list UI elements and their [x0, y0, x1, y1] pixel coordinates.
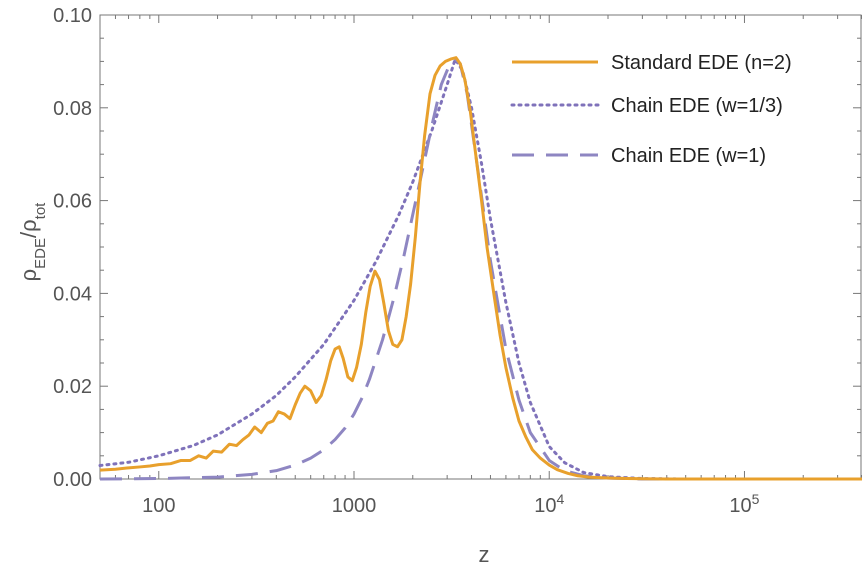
y-axis-title-denominator: ρ [16, 219, 41, 232]
x-tick-label: 100 [142, 495, 175, 517]
y-tick-label: 0.10 [53, 5, 92, 27]
y-axis-title-denominator-sub: tot [32, 202, 49, 220]
x-tick-label: 1000 [332, 495, 377, 517]
legend-label-2: Chain EDE (w=1/3) [611, 95, 783, 117]
y-tick-label: 0.00 [53, 469, 92, 491]
y-axis-title-slash: / [16, 231, 41, 238]
x-tick-label-base: 10 [534, 495, 556, 517]
plot-border [99, 14, 862, 480]
series-line-1 [99, 56, 862, 481]
series-line-3 [99, 57, 862, 481]
y-axis-title: ρEDE/ρtot [16, 202, 49, 282]
x-tick-label: 104 [534, 491, 564, 517]
y-tick-label: 0.08 [53, 98, 92, 120]
x-axis-title: z [479, 542, 490, 567]
legend-label-1: Standard EDE (n=2) [611, 52, 792, 74]
series-layer [98, 56, 862, 481]
y-tick-label: 0.04 [53, 283, 92, 305]
y-axis-title-numerator: ρ [16, 269, 41, 282]
legend-label-3: Chain EDE (w=1) [611, 145, 766, 167]
x-tick-label-base: 100 [142, 495, 175, 517]
x-tick-label: 105 [729, 491, 759, 517]
series-line-2 [98, 57, 862, 481]
plot-frame [99, 14, 862, 480]
x-tick-label-base: 10 [729, 495, 751, 517]
legend: Standard EDE (n=2) Chain EDE (w=1/3) Chain… [510, 52, 792, 167]
y-axis-ticks: 0.00 0.02 0.04 0.06 0.08 0.10 [53, 5, 861, 491]
y-tick-label: 0.02 [53, 376, 92, 398]
x-tick-label-exponent: 4 [556, 491, 564, 507]
x-tick-label-base: 1000 [332, 495, 377, 517]
y-axis-title-numerator-sub: EDE [32, 238, 49, 269]
x-axis-ticks: 100 1000 104 105 [99, 15, 862, 517]
y-tick-label: 0.06 [53, 191, 92, 213]
x-tick-label-exponent: 5 [752, 491, 760, 507]
